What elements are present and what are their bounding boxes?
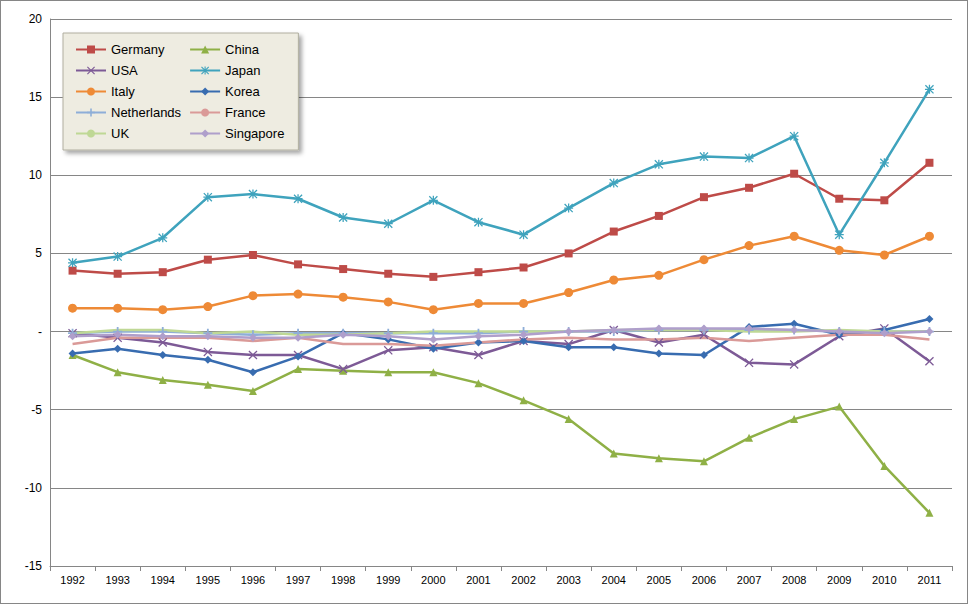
svg-text:China: China	[225, 42, 260, 57]
svg-text:2004: 2004	[602, 574, 626, 586]
svg-text:1993: 1993	[105, 574, 129, 586]
svg-text:-15: -15	[25, 559, 43, 573]
svg-text:1995: 1995	[196, 574, 220, 586]
svg-text:1999: 1999	[376, 574, 400, 586]
svg-text:Netherlands: Netherlands	[111, 105, 182, 120]
svg-text:20: 20	[29, 12, 43, 26]
svg-text:Singapore: Singapore	[225, 126, 284, 141]
svg-text:Korea: Korea	[225, 84, 260, 99]
svg-text:Germany: Germany	[111, 42, 165, 57]
svg-text:2008: 2008	[782, 574, 806, 586]
svg-text:Japan: Japan	[225, 63, 260, 78]
svg-text:2011: 2011	[918, 574, 942, 586]
svg-text:-10: -10	[25, 481, 43, 495]
svg-text:1996: 1996	[241, 574, 265, 586]
svg-text:2010: 2010	[872, 574, 896, 586]
svg-text:-5: -5	[31, 403, 42, 417]
svg-text:2009: 2009	[827, 574, 851, 586]
svg-text:10: 10	[29, 168, 43, 182]
svg-text:2002: 2002	[511, 574, 535, 586]
svg-text:5: 5	[35, 246, 42, 260]
svg-text:1997: 1997	[286, 574, 310, 586]
svg-text:2006: 2006	[692, 574, 716, 586]
svg-text:1992: 1992	[60, 574, 84, 586]
svg-text:2007: 2007	[737, 574, 761, 586]
svg-text:1998: 1998	[331, 574, 355, 586]
svg-text:France: France	[225, 105, 265, 120]
svg-text:2005: 2005	[647, 574, 671, 586]
svg-text:UK: UK	[111, 126, 129, 141]
svg-text:Italy: Italy	[111, 84, 135, 99]
svg-text:2000: 2000	[421, 574, 445, 586]
svg-text:-: -	[38, 325, 42, 339]
svg-text:2001: 2001	[466, 574, 490, 586]
svg-text:15: 15	[29, 90, 43, 104]
svg-text:USA: USA	[111, 63, 138, 78]
svg-text:1994: 1994	[151, 574, 175, 586]
svg-text:2003: 2003	[556, 574, 580, 586]
